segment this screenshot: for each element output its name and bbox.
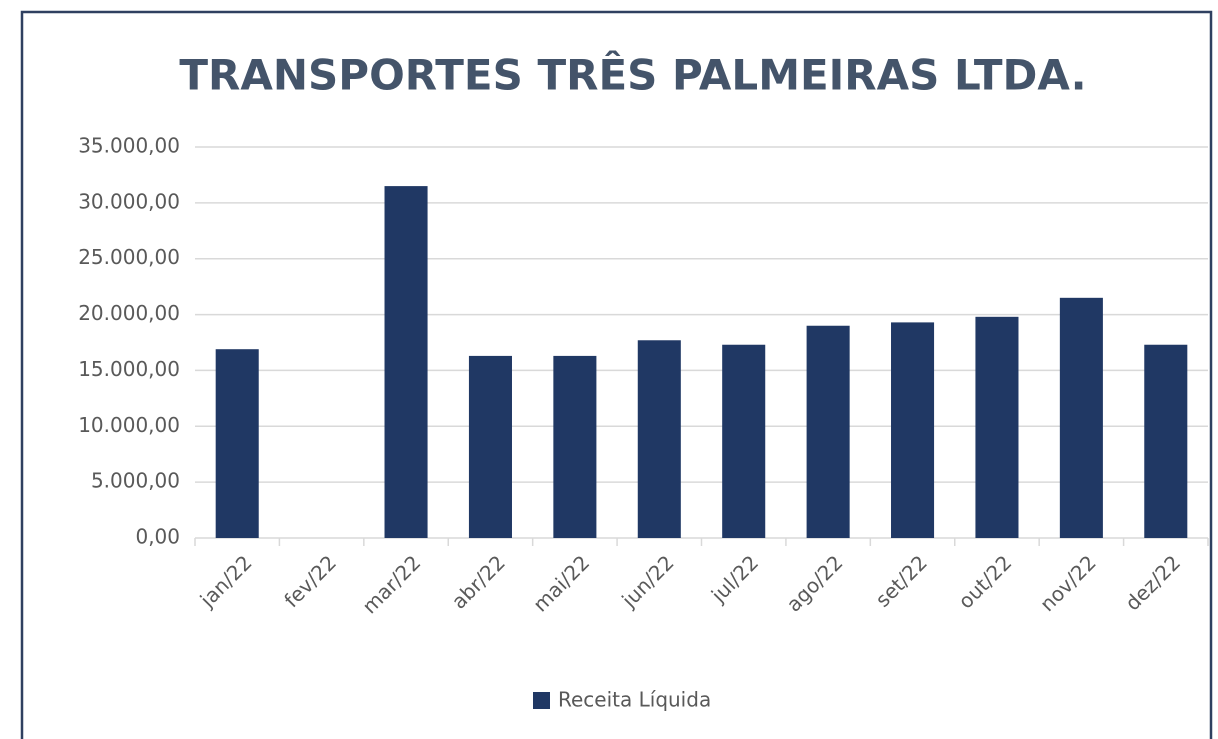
y-tick-label: 30.000,00: [78, 189, 180, 213]
bar: [215, 349, 259, 538]
y-tick-label: 20.000,00: [78, 301, 180, 325]
chart-frame: [20, 10, 1213, 739]
bar: [806, 325, 850, 538]
bar: [468, 355, 512, 538]
y-tick-label: 0,00: [135, 525, 180, 549]
bar: [891, 322, 935, 538]
chart-title: TRANSPORTES TRÊS PALMEIRAS LTDA.: [179, 50, 1086, 100]
y-tick-label: 35.000,00: [78, 134, 180, 158]
bar: [384, 186, 428, 538]
legend-swatch: [533, 692, 550, 709]
bar: [1059, 297, 1103, 538]
y-tick-label: 25.000,00: [78, 245, 180, 269]
y-tick-label: 10.000,00: [78, 413, 180, 437]
bar: [975, 316, 1019, 538]
bar: [637, 340, 681, 538]
bar: [1144, 344, 1188, 538]
legend-label: Receita Líquida: [558, 688, 711, 712]
bar: [722, 344, 766, 538]
y-tick-label: 15.000,00: [78, 357, 180, 381]
bar: [553, 355, 597, 538]
y-tick-label: 5.000,00: [91, 469, 180, 493]
